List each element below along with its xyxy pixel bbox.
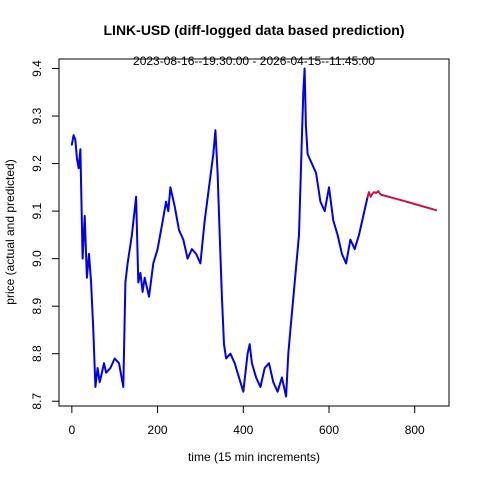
chart-subtitle: 2023-08-16--19:30:00 - 2026-04-15--11:45… — [133, 54, 375, 68]
series-layer — [70, 67, 438, 398]
x-axis-label: time (15 min increments) — [188, 450, 320, 464]
x-tick-label: 0 — [69, 423, 76, 437]
y-tick-label: 9.4 — [30, 60, 44, 77]
x-tick-label: 600 — [319, 423, 339, 437]
y-tick-label: 9.3 — [30, 107, 44, 124]
chart-title: LINK-USD (diff-logged data based predict… — [104, 22, 405, 38]
y-tick-label: 8.8 — [30, 345, 44, 362]
y-tick-label: 9.1 — [30, 202, 44, 219]
y-tick-label: 9.0 — [30, 250, 44, 267]
y-tick-label: 8.9 — [30, 298, 44, 315]
series-line-actual — [70, 67, 369, 398]
x-tick-label: 800 — [405, 423, 425, 437]
y-tick-label: 8.7 — [30, 393, 44, 410]
x-tick-label: 200 — [148, 423, 168, 437]
y-tick-label: 9.2 — [30, 155, 44, 172]
series-line-predicted — [366, 190, 438, 212]
y-axis-label: price (actual and predicted) — [3, 159, 17, 304]
y-axis: 8.7 8.8 8.9 9.0 9.1 9.2 9.3 9.4 — [30, 60, 60, 410]
x-axis: 0 200 400 600 800 — [69, 405, 425, 437]
x-tick-label: 400 — [233, 423, 253, 437]
plot-area-frame — [58, 58, 450, 407]
